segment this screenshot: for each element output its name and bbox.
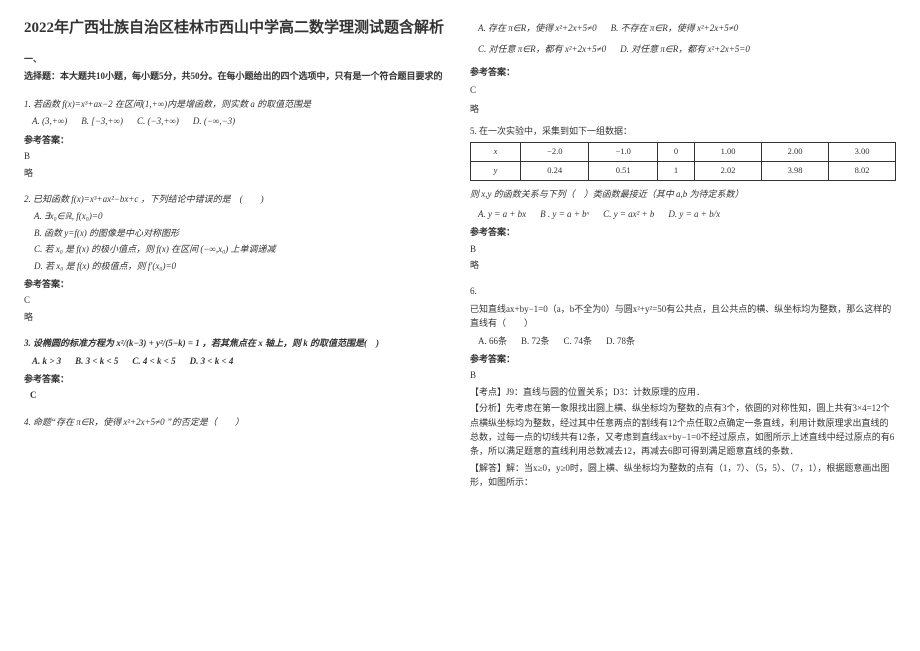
q6-body2: 已知直线ax+by−1=0（a，b不全为0）与圆x²+y²=50有公共点，且公共… bbox=[470, 302, 896, 331]
q5-x0: −2.0 bbox=[521, 143, 589, 162]
q5-options: A. y = a + bx B . y = a + bˣ C. y = ax² … bbox=[478, 207, 896, 221]
q5-body2: 则 x,y 的函数关系与下列（ ）类函数最接近（其中 a,b 为待定系数） bbox=[470, 187, 896, 201]
q6-ex3: 【解答】解：当x≥0，y≥0时，圆上横、纵坐标均为整数的点有（1，7）、（5，5… bbox=[470, 461, 896, 490]
q5-y5: 8.02 bbox=[829, 161, 896, 180]
q1-optD: D. (−∞,−3) bbox=[193, 114, 235, 128]
q5-y3: 2.02 bbox=[695, 161, 762, 180]
q2: 2. 已知函数 f(x)=x³+ax²−bx+c ，下列结论中错误的是 ( ) … bbox=[24, 192, 450, 326]
q2-optA: A. ∃x₀∈ℝ, f(x₀)=0 bbox=[34, 209, 450, 223]
q5-xlabel: x bbox=[471, 143, 521, 162]
q6: 6. 已知直线ax+by−1=0（a，b不全为0）与圆x²+y²=50有公共点，… bbox=[470, 284, 896, 491]
doc-title: 2022年广西壮族自治区桂林市西山中学高二数学理测试题含解析 bbox=[24, 18, 450, 38]
q5-ans-label: 参考答案： bbox=[470, 225, 896, 239]
q2-optD: D. 若 x₀ 是 f(x) 的极值点，则 f′(x₀)=0 bbox=[34, 259, 450, 273]
q4-optC: C. 对任意 π∈R，都有 x²+2x+5≠0 bbox=[478, 42, 606, 56]
q1-optC: C. (−3,+∞) bbox=[137, 114, 179, 128]
q2-optC: C. 若 x₀ 是 f(x) 的极小值点，则 f(x) 在区间 (−∞,x₀) … bbox=[34, 242, 450, 256]
q4-options-row2: C. 对任意 π∈R，都有 x²+2x+5≠0 D. 对任意 π∈R，都有 x²… bbox=[478, 42, 896, 56]
q3-optD: D. 3 < k < 4 bbox=[190, 354, 234, 368]
section1-desc: 选择题：本大题共10小题，每小题5分，共50分。在每小题给出的四个选项中，只有是… bbox=[24, 69, 450, 83]
q6-optD: D. 78条 bbox=[606, 334, 635, 348]
q1-body: 1. 若函数 f(x)=x³+ax−2 在区间(1,+∞)内是增函数，则实数 a… bbox=[24, 97, 450, 111]
q5-table: x −2.0 −1.0 0 1.00 2.00 3.00 y 0.24 0.51… bbox=[470, 142, 896, 180]
q3-optC: C. 4 < k < 5 bbox=[132, 354, 175, 368]
q5-y0: 0.24 bbox=[521, 161, 589, 180]
q3-ans: C bbox=[30, 388, 450, 402]
q4-optB: B. 不存在 π∈R，使得 x²+2x+5≠0 bbox=[611, 21, 739, 35]
q6-body: 6. bbox=[470, 284, 896, 298]
q1-ans: B bbox=[24, 149, 450, 163]
q2-optB: B. 函数 y=f(x) 的图像是中心对称图形 bbox=[34, 226, 450, 240]
q2-note: 略 bbox=[24, 310, 450, 324]
q3-body: 3. 设椭圆的标准方程为 x²/(k−3) + y²/(5−k) = 1 ，若其… bbox=[24, 336, 450, 350]
q6-optA: A. 66条 bbox=[478, 334, 507, 348]
q5-note: 略 bbox=[470, 258, 896, 272]
q4-optD: D. 对任意 π∈R，都有 x²+2x+5=0 bbox=[620, 42, 750, 56]
q6-ans-label: 参考答案： bbox=[470, 352, 896, 366]
q6-ex1: 【考点】J9：直线与圆的位置关系；D3：计数原理的应用． bbox=[470, 385, 896, 399]
q4-options-row1: A. 存在 π∈R，使得 x²+2x+5≠0 B. 不存在 π∈R，使得 x²+… bbox=[478, 21, 896, 35]
q1-ans-label: 参考答案： bbox=[24, 133, 450, 147]
q1-options: A. (3,+∞) B. [−3,+∞) C. (−3,+∞) D. (−∞,−… bbox=[32, 114, 450, 128]
q1-optA: A. (3,+∞) bbox=[32, 114, 67, 128]
q5-optA: A. y = a + bx bbox=[478, 207, 526, 221]
q6-optC: C. 74条 bbox=[564, 334, 593, 348]
q5-x3: 1.00 bbox=[695, 143, 762, 162]
q6-options: A. 66条 B. 72条 C. 74条 D. 78条 bbox=[478, 334, 896, 348]
q5-body: 5. 在一次实验中，采集到如下一组数据： bbox=[470, 124, 896, 138]
q4-start: 4. 命题“存在 π∈R，使得 x²+2x+5≠0 ”的否定是（ ） bbox=[24, 415, 450, 432]
table-row: y 0.24 0.51 1 2.02 3.98 8.02 bbox=[471, 161, 896, 180]
q5-y4: 3.98 bbox=[762, 161, 829, 180]
q5-ans: B bbox=[470, 242, 896, 256]
q3: 3. 设椭圆的标准方程为 x²/(k−3) + y²/(5−k) = 1 ，若其… bbox=[24, 336, 450, 405]
q6-ans: B bbox=[470, 368, 896, 382]
q3-optA: A. k > 3 bbox=[32, 354, 61, 368]
q4-note: 略 bbox=[470, 102, 896, 116]
q5: 5. 在一次实验中，采集到如下一组数据： x −2.0 −1.0 0 1.00 … bbox=[470, 124, 896, 275]
q6-optB: B. 72条 bbox=[521, 334, 550, 348]
table-row: x −2.0 −1.0 0 1.00 2.00 3.00 bbox=[471, 143, 896, 162]
q3-ans-label: 参考答案： bbox=[24, 372, 450, 386]
q2-body: 2. 已知函数 f(x)=x³+ax²−bx+c ，下列结论中错误的是 ( ) bbox=[24, 192, 450, 206]
q5-y2: 1 bbox=[657, 161, 694, 180]
left-column: 2022年广西壮族自治区桂林市西山中学高二数学理测试题含解析 一、 选择题：本大… bbox=[14, 18, 460, 641]
q3-optB: B. 3 < k < 5 bbox=[75, 354, 118, 368]
q5-ylabel: y bbox=[471, 161, 521, 180]
section1-head: 一、 bbox=[24, 52, 450, 66]
q5-optB: B . y = a + bˣ bbox=[540, 207, 589, 221]
q2-ans: C bbox=[24, 293, 450, 307]
q5-x1: −1.0 bbox=[589, 143, 657, 162]
q5-x5: 3.00 bbox=[829, 143, 896, 162]
q5-y1: 0.51 bbox=[589, 161, 657, 180]
q4-ans-label: 参考答案： bbox=[470, 65, 896, 79]
q2-ans-label: 参考答案： bbox=[24, 277, 450, 291]
q5-x4: 2.00 bbox=[762, 143, 829, 162]
right-column: A. 存在 π∈R，使得 x²+2x+5≠0 B. 不存在 π∈R，使得 x²+… bbox=[460, 18, 906, 641]
q1-note: 略 bbox=[24, 166, 450, 180]
q4-body: 4. 命题“存在 π∈R，使得 x²+2x+5≠0 ”的否定是（ ） bbox=[24, 415, 450, 429]
q5-x2: 0 bbox=[657, 143, 694, 162]
q3-options: A. k > 3 B. 3 < k < 5 C. 4 < k < 5 D. 3 … bbox=[32, 354, 450, 368]
q6-ex2: 【分析】先考虑在第一象限找出圆上横、纵坐标均为整数的点有3个，依圆的对称性知，圆… bbox=[470, 401, 896, 459]
q5-optC: C. y = ax² + b bbox=[603, 207, 654, 221]
q1-optB: B. [−3,+∞) bbox=[81, 114, 123, 128]
q4-optA: A. 存在 π∈R，使得 x²+2x+5≠0 bbox=[478, 21, 597, 35]
q4-ans: C bbox=[470, 83, 896, 97]
q1: 1. 若函数 f(x)=x³+ax−2 在区间(1,+∞)内是增函数，则实数 a… bbox=[24, 97, 450, 182]
q5-optD: D. y = a + b/x bbox=[668, 207, 720, 221]
